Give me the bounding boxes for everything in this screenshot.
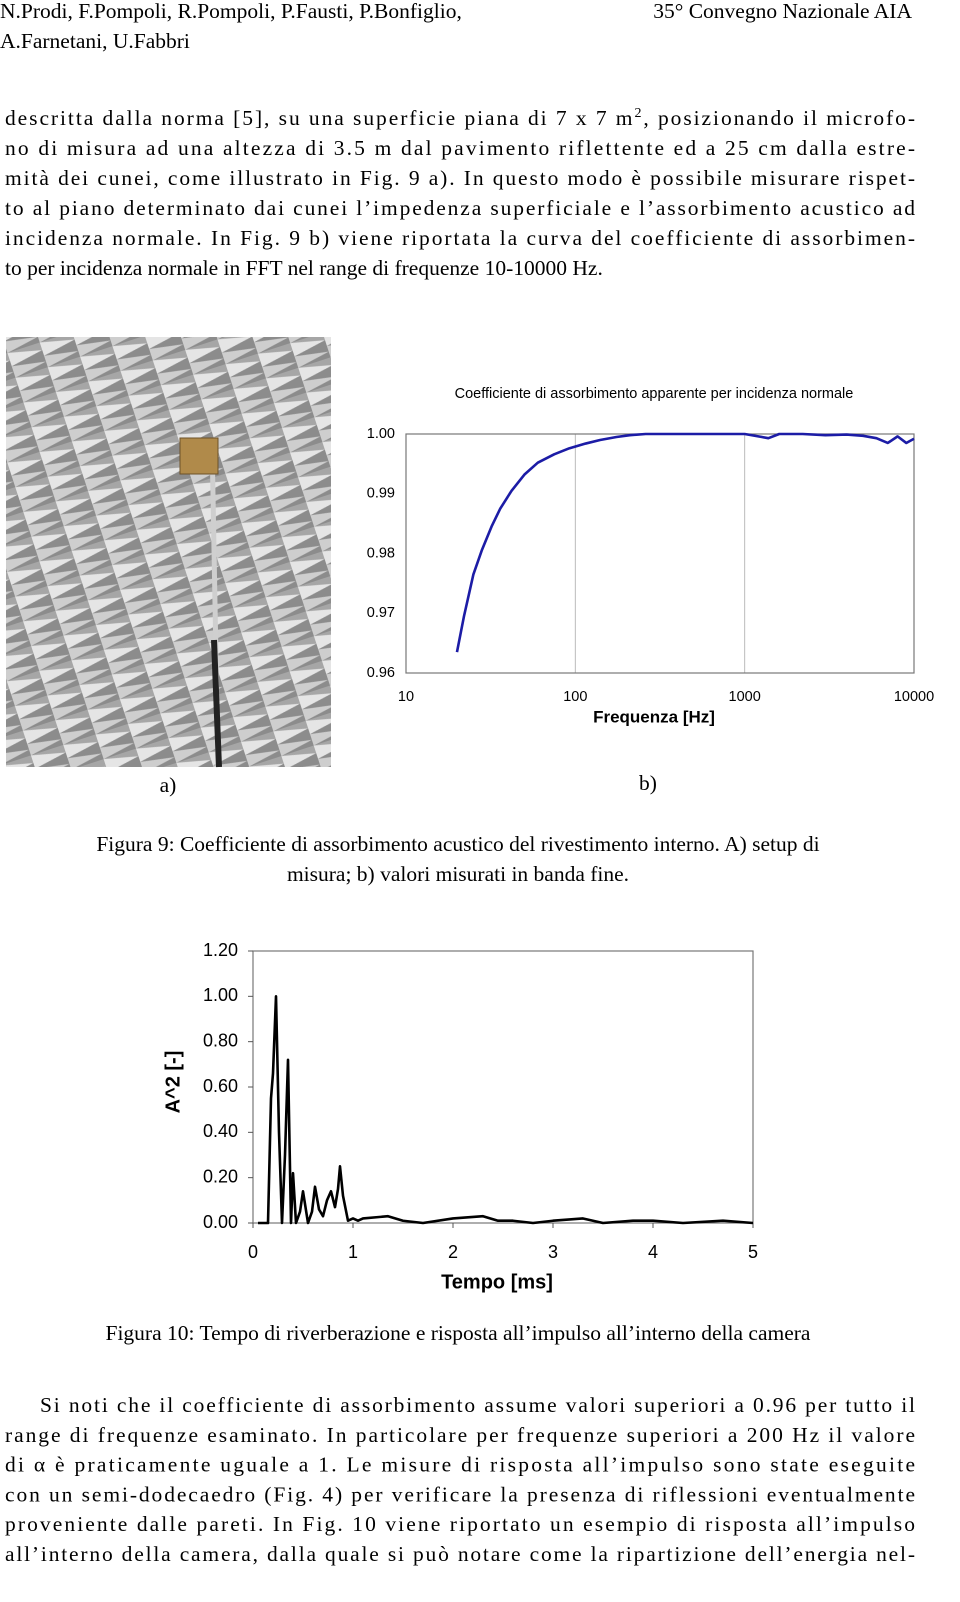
y-tick-label: 0.80 <box>203 1030 238 1050</box>
y-axis-label: A^2 [-] <box>162 1051 184 1114</box>
header-conference: 35° Convegno Nazionale AIA <box>653 0 912 23</box>
figure-caption: Figura 10: Tempo di riverberazione e ris… <box>106 1321 811 1345</box>
paragraph-line: to al piano determinato dai cunei l’impe… <box>5 196 915 220</box>
photo-anechoic-setup <box>6 337 331 768</box>
text: , posizionando il microfo- <box>643 106 915 130</box>
y-tick-label: 0.98 <box>367 545 395 561</box>
x-tick-label: 4 <box>648 1242 658 1262</box>
paragraph-line: con un semi-dodecaedro (Fig. 4) per veri… <box>5 1482 915 1506</box>
x-tick-label: 1 <box>348 1242 358 1262</box>
paragraph-line: to per incidenza normale in FFT nel rang… <box>5 256 603 280</box>
paragraph-line: di α è praticamente uguale a 1. Le misur… <box>5 1453 915 1477</box>
x-axis-label: Frequenza [Hz] <box>593 707 715 726</box>
y-tick-label: 1.20 <box>203 940 238 960</box>
figure-caption: misura; b) valori misurati in banda fine… <box>287 862 629 886</box>
paragraph-line: descritta dalla norma [5], su una superf… <box>5 106 915 130</box>
superscript: 2 <box>634 106 641 121</box>
x-tick-label: 10 <box>398 689 414 705</box>
x-tick-label: 100 <box>563 689 587 705</box>
plot-frame <box>252 950 754 1224</box>
chart-title: Coefficiente di assorbimento apparente p… <box>455 386 854 402</box>
x-tick-label: 1000 <box>729 689 761 705</box>
panel-label: b) <box>639 771 657 795</box>
x-tick-label: 10000 <box>894 689 934 705</box>
data-line <box>455 432 915 653</box>
paragraph-line: all’interno della camera, dalla quale si… <box>5 1542 915 1566</box>
x-tick-label: 0 <box>248 1242 258 1262</box>
x-tick-label: 3 <box>548 1242 558 1262</box>
figure-caption: Figura 9: Coefficiente di assorbimento a… <box>96 832 819 856</box>
y-tick-label: 1.00 <box>367 426 395 442</box>
plot-frame <box>405 433 915 674</box>
y-tick-label: 0.20 <box>203 1166 238 1186</box>
y-tick-label: 0.00 <box>203 1212 238 1232</box>
paragraph-line: no di misura ad una altezza di 3.5 m dal… <box>5 136 915 160</box>
paragraph-line: range di frequenze esaminato. In partico… <box>5 1423 915 1447</box>
text: descritta dalla norma [5], su una superf… <box>5 106 633 130</box>
x-tick-label: 2 <box>448 1242 458 1262</box>
paragraph-line: proveniente dalle pareti. In Fig. 10 vie… <box>5 1512 915 1536</box>
x-axis-label: Tempo [ms] <box>441 1271 553 1293</box>
chart: 0.96 0.97 0.98 0.99 1.00 10 100 1000 10000 Coeffi… <box>367 386 934 727</box>
panel-label: a) <box>160 773 177 797</box>
paragraph-line: mità dei cunei, come illustrato in Fig. … <box>5 166 915 190</box>
y-tick-label: 0.99 <box>367 486 395 502</box>
y-tick-label: 0.40 <box>203 1121 238 1141</box>
y-tick-label: 0.97 <box>367 605 395 621</box>
data-line <box>258 995 754 1225</box>
y-tick-label: 0.96 <box>367 665 395 681</box>
chart: 0.00 0.20 0.40 0.60 0.80 1.00 1.20 0 1 2 3 4 5 Tempo … <box>162 940 758 1294</box>
y-tick-label: 1.00 <box>203 985 238 1005</box>
paragraph-line: Si noti che il coefficiente di assorbime… <box>40 1393 915 1417</box>
header-authors: A.Farnetani, U.Fabbri <box>0 29 190 53</box>
x-tick-label: 5 <box>748 1242 758 1262</box>
header-authors: N.Prodi, F.Pompoli, R.Pompoli, P.Fausti,… <box>0 0 462 23</box>
y-tick-label: 0.60 <box>203 1076 238 1096</box>
paragraph-line: incidenza normale. In Fig. 9 b) viene ri… <box>5 226 915 250</box>
